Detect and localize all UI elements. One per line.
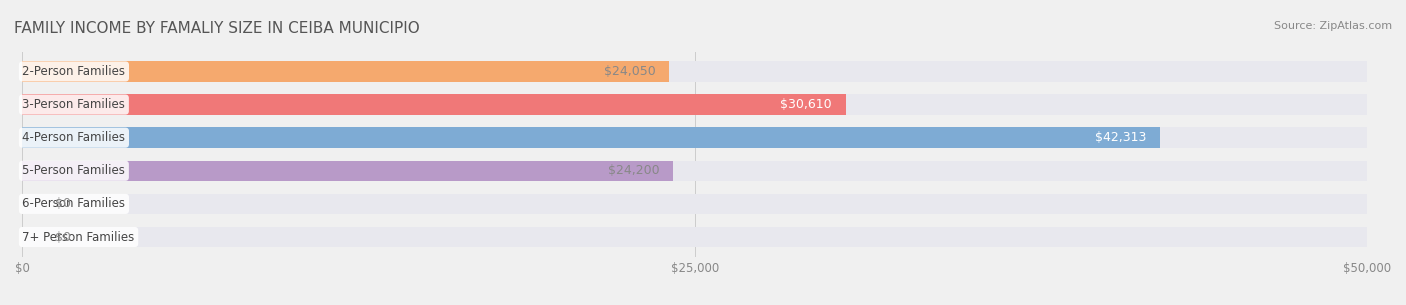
Bar <box>22 160 1367 181</box>
Text: $0: $0 <box>55 197 70 210</box>
Text: $30,610: $30,610 <box>780 98 832 111</box>
Text: 4-Person Families: 4-Person Families <box>22 131 125 144</box>
Text: 6-Person Families: 6-Person Families <box>22 197 125 210</box>
Text: Source: ZipAtlas.com: Source: ZipAtlas.com <box>1274 21 1392 31</box>
Bar <box>22 194 1367 214</box>
Bar <box>22 127 1160 148</box>
Text: FAMILY INCOME BY FAMALIY SIZE IN CEIBA MUNICIPIO: FAMILY INCOME BY FAMALIY SIZE IN CEIBA M… <box>14 21 420 36</box>
Bar <box>22 94 1367 115</box>
Text: 5-Person Families: 5-Person Families <box>22 164 125 177</box>
Text: $0: $0 <box>55 231 70 243</box>
Bar <box>22 127 1367 148</box>
Text: $24,050: $24,050 <box>605 65 655 78</box>
Text: $42,313: $42,313 <box>1095 131 1147 144</box>
Text: 7+ Person Families: 7+ Person Families <box>22 231 135 243</box>
Bar <box>22 61 1367 82</box>
Bar <box>22 160 673 181</box>
Bar <box>22 227 1367 247</box>
Bar <box>22 61 669 82</box>
Bar <box>22 94 845 115</box>
Text: $24,200: $24,200 <box>609 164 659 177</box>
Text: 2-Person Families: 2-Person Families <box>22 65 125 78</box>
Text: 3-Person Families: 3-Person Families <box>22 98 125 111</box>
